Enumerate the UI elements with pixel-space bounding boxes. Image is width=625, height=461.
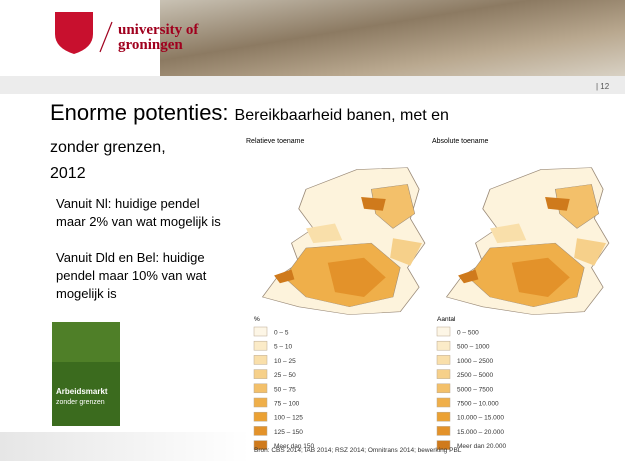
legend-label: 50 – 75 xyxy=(274,386,296,393)
legend-swatch xyxy=(437,412,450,421)
legend-swatch xyxy=(437,341,450,350)
legend-swatch xyxy=(254,327,267,336)
logo-text: university of xyxy=(118,22,199,38)
legend-label: 0 – 500 xyxy=(457,330,479,337)
slide: university of groningen | 12 Enorme pote… xyxy=(0,0,625,461)
legend-label: 500 – 1000 xyxy=(457,344,490,351)
legend-label: 5000 – 7500 xyxy=(457,386,494,393)
legend-title: % xyxy=(254,316,260,323)
map-title: Relatieve toename xyxy=(246,138,304,145)
legend-swatch xyxy=(437,384,450,393)
legend-swatch xyxy=(437,370,450,379)
map-title: Absolute toename xyxy=(432,138,489,145)
title-main: Enorme potenties: xyxy=(50,100,229,125)
footer-band xyxy=(0,432,250,461)
book-title: Arbeidsmarkt xyxy=(56,387,108,396)
legend-label: 2500 – 5000 xyxy=(457,372,494,379)
legend-swatch xyxy=(254,370,267,379)
source: Bron: CBS 2014; IAB 2014; RSZ 2014; Omni… xyxy=(254,447,462,454)
page-number: | 12 xyxy=(596,82,610,91)
legend-label: 1000 – 2500 xyxy=(457,358,494,365)
legend-label: 15.000 – 20.000 xyxy=(457,429,504,436)
legend-label: 5 – 10 xyxy=(274,344,292,351)
legend-swatch xyxy=(437,355,450,364)
legend-label: 75 – 100 xyxy=(274,401,300,408)
legend-swatch xyxy=(437,327,450,336)
body-line: Vanuit Dld en Bel: huidige xyxy=(56,250,205,265)
body-line: pendel maar 10% van wat xyxy=(56,268,207,283)
legend-label: 7500 – 10.000 xyxy=(457,401,499,408)
body-line: maar 2% van wat mogelijk is xyxy=(56,214,221,229)
legend-label: 100 – 125 xyxy=(274,415,303,422)
book-cover-band xyxy=(52,322,120,362)
legend-label: 10 – 25 xyxy=(274,358,296,365)
logo-text: groningen xyxy=(118,37,183,53)
legend-label: 25 – 50 xyxy=(274,372,296,379)
body-line: Vanuit Nl: huidige pendel xyxy=(56,196,200,211)
legend-swatch xyxy=(254,412,267,421)
legend-swatch xyxy=(254,341,267,350)
title-sub: Bereikbaarheid banen, met en xyxy=(235,107,449,124)
legend-label: 10.000 – 15.000 xyxy=(457,415,504,422)
legend-swatch xyxy=(254,426,267,435)
legend-swatch xyxy=(254,355,267,364)
title-sub: 2012 xyxy=(50,165,86,182)
body-line: mogelijk is xyxy=(56,286,117,301)
title-sub: zonder grenzen, xyxy=(50,139,166,156)
legend-swatch xyxy=(254,384,267,393)
legend-swatch xyxy=(254,398,267,407)
legend-label: 125 – 150 xyxy=(274,429,303,436)
legend-label: Meer dan 20.000 xyxy=(457,443,507,450)
book-subtitle: zonder grenzen xyxy=(56,399,105,406)
legend-label: 0 – 5 xyxy=(274,330,289,337)
legend-swatch xyxy=(437,398,450,407)
header-strip xyxy=(0,76,625,94)
header-photo xyxy=(160,0,625,76)
legend-title: Aantal xyxy=(437,316,456,323)
legend-swatch xyxy=(437,426,450,435)
